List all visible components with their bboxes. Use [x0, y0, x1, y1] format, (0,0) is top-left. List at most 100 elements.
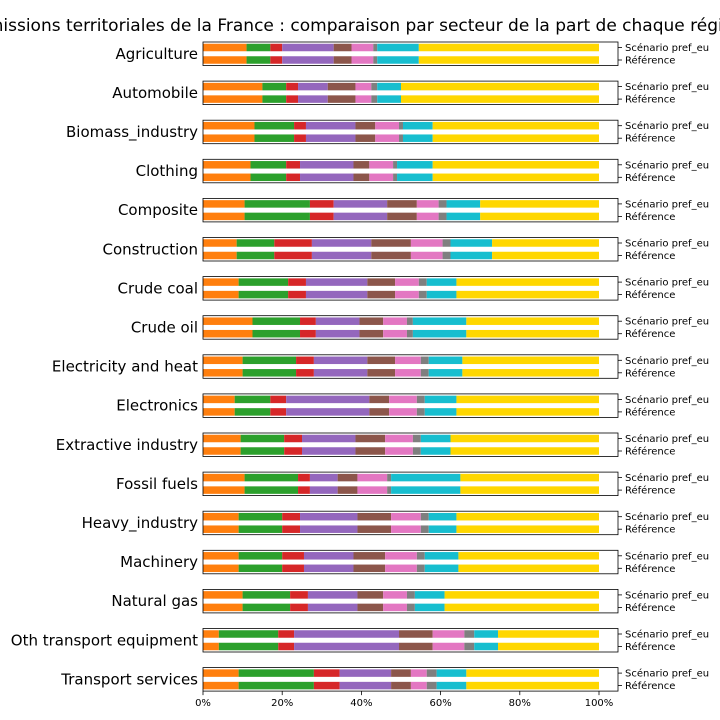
sector-label: Crude oil [131, 318, 198, 336]
bar-segment [254, 134, 295, 142]
bar-segment [270, 56, 283, 64]
bar-segment [353, 564, 386, 573]
bar-segment [410, 681, 427, 690]
bar-segment [412, 434, 421, 443]
series-label: Référence [625, 172, 675, 184]
bar-segment [387, 473, 392, 482]
panel-frame [202, 41, 619, 66]
bar-segment [367, 290, 396, 299]
bar-segment [357, 525, 392, 533]
bar-segment [274, 239, 312, 247]
bar-segment [412, 329, 467, 338]
bar-segment [203, 134, 255, 142]
bar-segment [385, 447, 413, 455]
bar-segment [450, 251, 493, 260]
bar-segment [458, 552, 599, 560]
series-label: Scénario pref_eu [625, 198, 709, 210]
panel-frame [202, 393, 619, 418]
panel-frame [202, 589, 619, 614]
series-label: Scénario pref_eu [625, 42, 709, 54]
bar-segment [466, 669, 599, 677]
bar-segment [284, 434, 302, 443]
bar-segment [406, 329, 413, 338]
bar-segment [395, 278, 419, 286]
bar-segment [242, 591, 291, 599]
bar-segment [357, 591, 384, 599]
bar-segment [355, 82, 372, 91]
bar-segment [389, 395, 417, 404]
bar-segment [203, 278, 239, 286]
bar-segment [428, 369, 463, 377]
bar-segment [424, 564, 459, 573]
bar-segment [244, 212, 310, 221]
bar-segment [450, 447, 599, 455]
bar-segment [305, 134, 356, 142]
panel-frame [202, 119, 619, 145]
bar-segment [406, 603, 415, 612]
bar-segment [464, 630, 475, 638]
bar-segment [418, 290, 427, 299]
bar-segment [203, 681, 239, 690]
panel-frame [202, 471, 619, 497]
bar-segment [203, 552, 239, 560]
bar-segment [203, 564, 239, 573]
sector-label: Extractive industry [56, 436, 198, 454]
series-label: Scénario pref_eu [625, 159, 709, 171]
bar-segment [309, 212, 334, 221]
bar-segment [355, 434, 386, 443]
series-label: Référence [625, 680, 675, 692]
bar-segment [284, 447, 302, 455]
bar-segment [357, 486, 388, 494]
bar-segment [244, 473, 299, 482]
bar-segment [218, 630, 279, 638]
series-label: Référence [625, 250, 675, 262]
sector-panel: Biomass_industry Scénario pref_euRéférenc… [66, 119, 709, 145]
bar-segment [203, 642, 219, 651]
bar-segment [424, 408, 457, 416]
bar-segment [333, 200, 388, 208]
bar-segment [438, 212, 447, 221]
bar-segment [460, 473, 599, 482]
bar-segment [250, 161, 287, 169]
sector-label: Fossil fuels [116, 475, 198, 493]
bar-segment [296, 356, 314, 365]
bar-segment [355, 134, 376, 142]
panel-frame [202, 432, 619, 457]
bar-segment [418, 56, 599, 64]
panel-frame [202, 354, 619, 379]
bar-segment [246, 56, 271, 64]
bar-segment [203, 56, 247, 64]
bar-segment [442, 251, 451, 260]
sector-label: Composite [118, 201, 198, 219]
bar-segment [498, 642, 599, 651]
bar-segment [254, 121, 295, 130]
panel-frame [202, 237, 619, 262]
bar-segment [242, 356, 297, 365]
sector-label: Electricity and heat [52, 358, 198, 376]
bar-segment [203, 603, 243, 612]
sector-label: Biomass_industry [66, 123, 198, 142]
bar-segment [294, 134, 306, 142]
bar-segment [456, 278, 599, 286]
panel-frame [202, 667, 619, 692]
bar-segment [391, 512, 421, 521]
bar-segment [286, 408, 370, 416]
bar-segment [203, 329, 253, 338]
bar-segment [393, 173, 398, 182]
bar-segment [311, 239, 372, 247]
bar-segment [337, 473, 358, 482]
series-label: Référence [625, 406, 675, 418]
bar-segment [456, 395, 599, 404]
bar-segment [203, 161, 251, 169]
bar-segment [351, 43, 374, 52]
panel-frame [202, 197, 619, 223]
bar-segment [359, 317, 384, 325]
bar-segment [203, 630, 219, 638]
bar-segment [385, 552, 417, 560]
bar-segment [357, 512, 392, 521]
